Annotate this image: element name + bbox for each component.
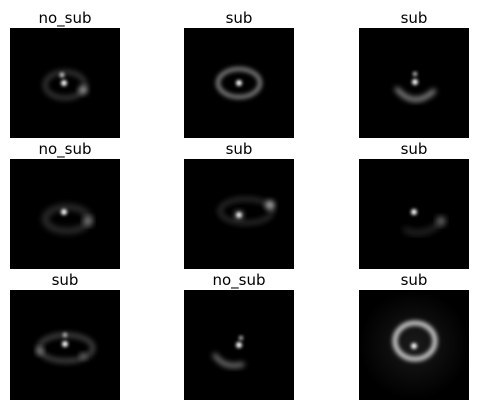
grid-cell: no_sub [10, 139, 120, 269]
grid-cell: sub [184, 8, 294, 138]
image-title: sub [400, 271, 428, 289]
lens-image [359, 290, 469, 400]
image-title: sub [225, 9, 253, 27]
lens-image [10, 159, 120, 269]
image-title: sub [400, 9, 428, 27]
grid-cell: sub [359, 8, 469, 138]
image-title: no_sub [38, 9, 92, 27]
lens-image [10, 290, 120, 400]
lens-image [184, 159, 294, 269]
image-title: sub [51, 271, 79, 289]
lens-image [359, 159, 469, 269]
grid-cell: no_sub [10, 8, 120, 138]
image-title: no_sub [212, 271, 266, 289]
lens-image [10, 28, 120, 138]
lens-image [184, 28, 294, 138]
lens-image [184, 290, 294, 400]
grid-cell: sub [359, 139, 469, 269]
grid-cell: sub [184, 139, 294, 269]
image-title: no_sub [38, 140, 92, 158]
image-title: sub [225, 140, 253, 158]
lens-image [359, 28, 469, 138]
grid-cell: sub [10, 270, 120, 400]
grid-cell: no_sub [184, 270, 294, 400]
grid-cell: sub [359, 270, 469, 400]
image-title: sub [400, 140, 428, 158]
